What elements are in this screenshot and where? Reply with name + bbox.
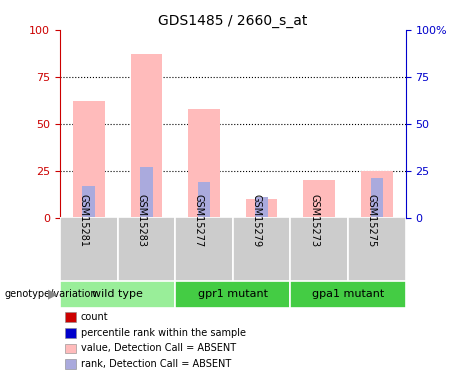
Bar: [361, 171, 393, 217]
Bar: [198, 182, 210, 218]
Text: wild type: wild type: [92, 290, 143, 299]
Bar: [188, 109, 220, 217]
Bar: [255, 197, 268, 217]
Text: rank, Detection Call = ABSENT: rank, Detection Call = ABSENT: [81, 359, 231, 369]
Text: genotype/variation: genotype/variation: [5, 290, 97, 299]
Text: ▶: ▶: [48, 288, 58, 301]
Bar: [246, 199, 278, 217]
Bar: [290, 217, 348, 281]
Bar: [303, 180, 335, 218]
Bar: [175, 217, 233, 281]
Text: gpr1 mutant: gpr1 mutant: [198, 290, 268, 299]
Bar: [60, 217, 118, 281]
Text: gpa1 mutant: gpa1 mutant: [312, 290, 384, 299]
Text: GSM15279: GSM15279: [252, 194, 262, 247]
Text: GSM15275: GSM15275: [367, 194, 377, 248]
Text: percentile rank within the sample: percentile rank within the sample: [81, 328, 246, 338]
Bar: [175, 281, 290, 308]
Text: GSM15277: GSM15277: [194, 194, 204, 248]
Bar: [83, 186, 95, 218]
Bar: [130, 54, 162, 217]
Text: GSM15281: GSM15281: [79, 194, 89, 247]
Bar: [371, 178, 383, 218]
Bar: [60, 281, 175, 308]
Bar: [233, 217, 290, 281]
Bar: [140, 167, 153, 218]
Bar: [73, 101, 105, 217]
Bar: [348, 217, 406, 281]
Text: count: count: [81, 312, 108, 322]
Text: GSM15273: GSM15273: [309, 194, 319, 247]
Text: value, Detection Call = ABSENT: value, Detection Call = ABSENT: [81, 344, 236, 353]
Bar: [118, 217, 175, 281]
Text: GSM15283: GSM15283: [136, 194, 146, 247]
Title: GDS1485 / 2660_s_at: GDS1485 / 2660_s_at: [158, 13, 307, 28]
Bar: [290, 281, 406, 308]
